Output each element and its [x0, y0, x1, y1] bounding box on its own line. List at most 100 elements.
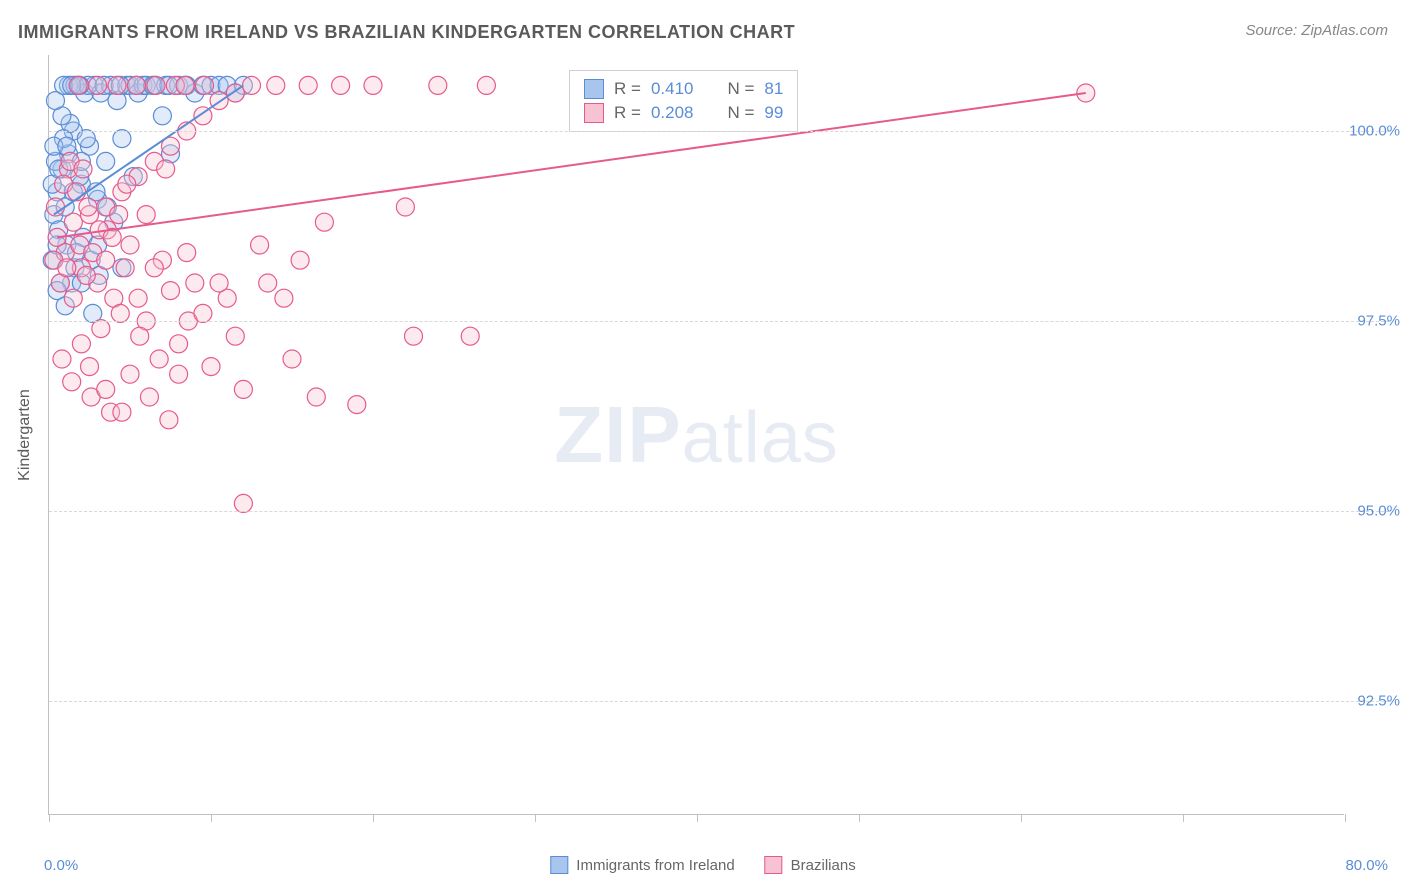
data-point [267, 76, 285, 94]
data-point [364, 76, 382, 94]
x-tick [1345, 814, 1346, 822]
data-point [89, 76, 107, 94]
legend-swatch [765, 856, 783, 874]
data-point [137, 206, 155, 224]
data-point [307, 388, 325, 406]
data-point [348, 396, 366, 414]
data-point [243, 76, 261, 94]
x-tick [859, 814, 860, 822]
data-point [69, 76, 87, 94]
data-point [129, 289, 147, 307]
legend-swatch [584, 103, 604, 123]
stats-row: R = 0.208 N = 99 [584, 101, 783, 125]
data-point [210, 274, 228, 292]
data-point [194, 304, 212, 322]
x-axis-min-label: 0.0% [44, 857, 78, 874]
data-point [64, 213, 82, 231]
data-point [405, 327, 423, 345]
x-tick [697, 814, 698, 822]
data-point [97, 152, 115, 170]
data-point [121, 365, 139, 383]
data-point [77, 130, 95, 148]
stats-row: R =0.410N =81 [584, 77, 783, 101]
source-attribution: Source: ZipAtlas.com [1245, 22, 1388, 39]
n-label: N = [727, 103, 754, 123]
x-tick [1021, 814, 1022, 822]
data-point [150, 350, 168, 368]
data-point [64, 289, 82, 307]
data-point [110, 206, 128, 224]
y-tick-label: 100.0% [1349, 123, 1400, 140]
data-point [127, 76, 145, 94]
x-tick [49, 814, 50, 822]
y-axis-label: Kindergarten [16, 389, 34, 481]
gridline [49, 701, 1389, 702]
r-label: R = [614, 79, 641, 99]
data-point [275, 289, 293, 307]
data-point [145, 259, 163, 277]
data-point [147, 76, 165, 94]
n-value: 81 [764, 79, 783, 99]
data-point [72, 335, 90, 353]
data-point [116, 259, 134, 277]
data-point [283, 350, 301, 368]
chart-title: IMMIGRANTS FROM IRELAND VS BRAZILIAN KIN… [18, 22, 795, 43]
x-tick [373, 814, 374, 822]
legend-swatch [550, 856, 568, 874]
data-point [396, 198, 414, 216]
legend-label: Brazilians [791, 857, 856, 874]
data-point [108, 76, 126, 94]
data-point [178, 244, 196, 262]
data-point [176, 76, 194, 94]
data-point [259, 274, 277, 292]
data-point [97, 251, 115, 269]
data-point [97, 380, 115, 398]
data-point [131, 327, 149, 345]
n-label: N = [727, 79, 754, 99]
y-tick-label: 95.0% [1357, 503, 1400, 520]
gridline [49, 511, 1389, 512]
data-point [92, 320, 110, 338]
data-point [113, 403, 131, 421]
x-tick [211, 814, 212, 822]
y-tick-label: 92.5% [1357, 693, 1400, 710]
data-point [477, 76, 495, 94]
data-point [170, 365, 188, 383]
data-point [153, 107, 171, 125]
x-tick [535, 814, 536, 822]
data-point [429, 76, 447, 94]
data-point [251, 236, 269, 254]
data-point [63, 373, 81, 391]
data-point [299, 76, 317, 94]
data-point [202, 358, 220, 376]
x-axis-max-label: 80.0% [1345, 857, 1388, 874]
correlation-stats-box: R =0.410N =81R =0.208N =99 [569, 70, 798, 132]
data-point [157, 160, 175, 178]
data-point [315, 213, 333, 231]
gridline [49, 321, 1389, 322]
data-point [196, 76, 214, 94]
legend-swatch [584, 79, 604, 99]
data-point [234, 494, 252, 512]
data-point [79, 198, 97, 216]
x-tick [1183, 814, 1184, 822]
y-axis-label-wrap: Kindergarten [10, 55, 40, 815]
data-point [162, 282, 180, 300]
chart-plot-area: ZIPatlas R =0.410N =81R =0.208N =99 92.5… [48, 55, 1344, 815]
y-tick-label: 97.5% [1357, 313, 1400, 330]
data-point [113, 130, 131, 148]
gridline [49, 131, 1389, 132]
data-point [77, 266, 95, 284]
data-point [53, 350, 71, 368]
n-value: 99 [764, 103, 783, 123]
data-point [226, 327, 244, 345]
data-point [234, 380, 252, 398]
data-point [111, 304, 129, 322]
data-point [170, 335, 188, 353]
data-point [58, 259, 76, 277]
r-value: 0.208 [651, 103, 694, 123]
legend-label: Immigrants from Ireland [576, 857, 734, 874]
data-point [140, 388, 158, 406]
r-label: R = [614, 103, 641, 123]
data-point [121, 236, 139, 254]
